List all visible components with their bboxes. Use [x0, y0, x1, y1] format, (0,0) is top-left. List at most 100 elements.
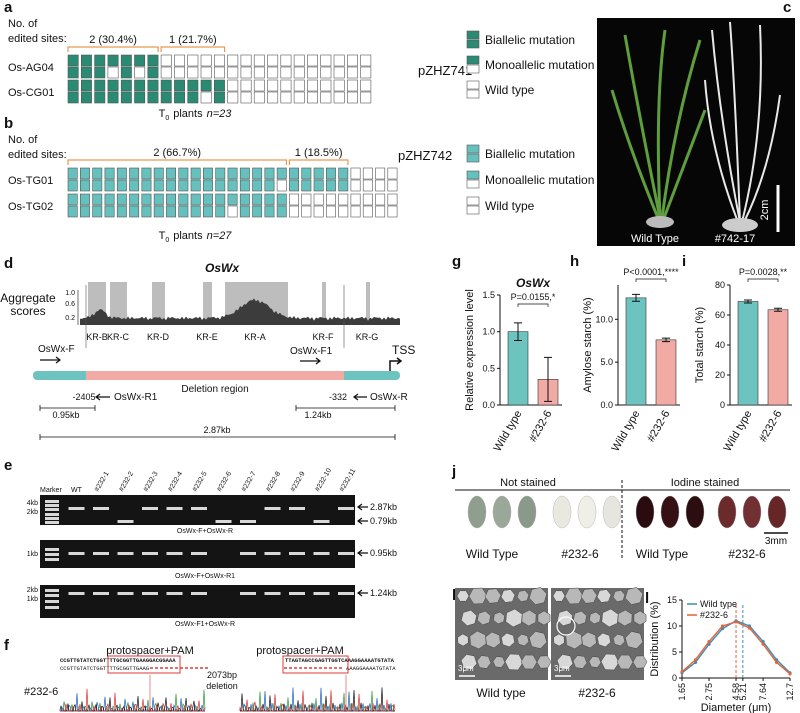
starch-granule	[476, 655, 492, 669]
label: 3mm	[765, 536, 787, 547]
allele-cell	[153, 167, 164, 180]
gel-band	[289, 552, 305, 555]
label: Deletion region	[181, 384, 248, 395]
grain	[492, 495, 512, 529]
allele-cell	[214, 91, 225, 104]
label: 3μm	[458, 664, 474, 673]
plants-label: T0 plants n=27	[159, 230, 233, 244]
label: 2.87kb	[203, 425, 230, 435]
label: #232-8	[265, 471, 282, 493]
allele-cell	[190, 193, 201, 206]
y-tick-label: 40	[715, 340, 725, 350]
highlight	[556, 616, 576, 636]
allele-cell	[67, 193, 78, 206]
x-tick-label: Wild type	[492, 409, 525, 454]
starch-granule	[516, 590, 530, 602]
allele-cell	[350, 205, 361, 218]
gel-band	[45, 508, 59, 511]
label: AAAGGAAAATGTATA	[346, 665, 396, 672]
plants-label-part: T	[159, 108, 166, 120]
annotation: P=0.0155,*	[511, 292, 556, 302]
starch-granule	[617, 609, 633, 627]
x-tick-label: 12.7	[785, 683, 795, 701]
allele-cell	[240, 66, 252, 79]
label: -332	[329, 392, 347, 402]
legend-label: #232-6	[700, 610, 728, 620]
starch-granule	[457, 633, 469, 647]
allele-cell	[67, 54, 79, 67]
allele-cell	[187, 66, 199, 79]
plant-leaf	[741, 24, 762, 223]
gel-band	[68, 592, 85, 595]
legend-cell	[466, 153, 480, 163]
series-point	[788, 672, 792, 676]
allele-cell	[276, 167, 287, 180]
legend-cell	[466, 205, 480, 215]
starch-granule	[493, 611, 505, 625]
panel-letter: f	[4, 637, 10, 654]
allele-cell	[174, 66, 185, 79]
y-tick-label: 0	[720, 400, 725, 410]
allele-cell	[227, 193, 238, 206]
allele-cell	[160, 79, 172, 92]
starch-granule	[553, 633, 565, 647]
starch-granule	[573, 610, 587, 626]
allele-cell	[307, 54, 318, 67]
allele-cell	[153, 179, 164, 192]
allele-cell	[289, 179, 299, 192]
gel-band	[45, 594, 59, 597]
allele-cell	[239, 179, 250, 192]
label: KR-C	[107, 332, 129, 342]
label: KR-G	[356, 332, 379, 342]
allele-cell	[129, 193, 140, 206]
plants-label-part: 0	[165, 237, 169, 244]
legend-label: Biallelic mutation	[485, 33, 575, 47]
allele-cell	[104, 193, 115, 206]
allele-cell	[174, 91, 185, 104]
allele-cell	[307, 66, 318, 79]
allele-cell	[81, 66, 92, 79]
gel-band	[313, 552, 330, 555]
primer-arrow	[357, 503, 368, 511]
allele-cell	[320, 91, 332, 104]
gel-band	[45, 606, 59, 609]
panel-letter: j	[451, 463, 456, 480]
gel-band	[191, 592, 207, 595]
series-point	[680, 670, 684, 674]
label: OsWx	[205, 261, 240, 275]
legend-cell	[466, 64, 480, 74]
allele-cell	[120, 91, 132, 104]
allele-cell	[92, 167, 103, 180]
gel-band	[45, 600, 59, 603]
allele-cell	[360, 54, 372, 67]
allele-cell	[267, 54, 279, 67]
series-point	[707, 640, 711, 644]
allele-cell	[325, 193, 336, 206]
allele-cell	[253, 91, 265, 104]
label: WT	[71, 487, 83, 494]
allele-cell	[375, 205, 386, 218]
starch-granule	[521, 609, 537, 627]
gel-band	[68, 507, 85, 510]
legend-cell	[466, 144, 480, 154]
roots	[722, 218, 758, 232]
legend-label: Wild type	[485, 83, 535, 97]
allele-cell	[160, 91, 172, 104]
allele-cell	[67, 179, 78, 192]
group-label: 1 (21.7%)	[169, 34, 217, 46]
primer-arrow	[95, 393, 110, 401]
legend-cell	[466, 89, 480, 99]
gel-band	[240, 552, 256, 555]
label: Aggregate	[0, 291, 56, 305]
allele-cell	[264, 205, 275, 218]
allele-cell	[375, 179, 386, 192]
allele-cell	[253, 79, 265, 92]
allele-cell	[338, 205, 349, 218]
label: #232-2	[118, 471, 135, 493]
vector-label: pZHZ742	[398, 148, 452, 163]
label: 1kb	[27, 551, 38, 558]
label: OsWx-F1+OsWx-R	[175, 621, 235, 628]
gel-band	[93, 592, 109, 595]
grain	[767, 495, 787, 529]
starch-granule	[461, 609, 477, 627]
